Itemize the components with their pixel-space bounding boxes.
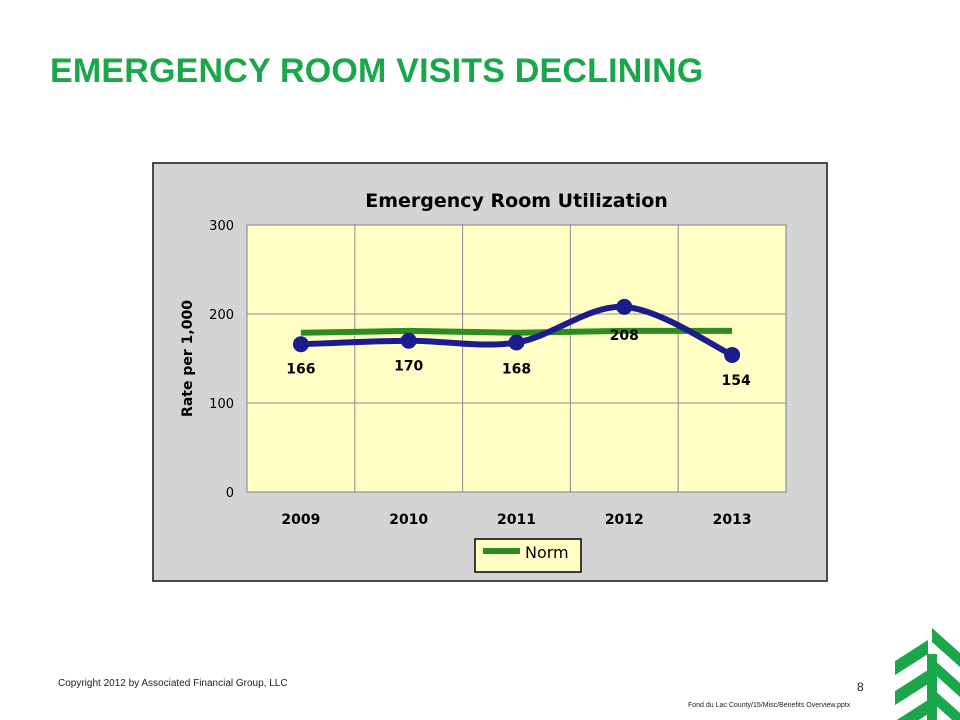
x-tick-label: 2010 bbox=[389, 512, 428, 528]
x-tick-labels: 2009 2010 2011 2012 2013 bbox=[281, 512, 751, 528]
er-utilization-chart: Emergency Room Utilization Rate per 1,00… bbox=[180, 190, 787, 573]
logo-chevron bbox=[932, 688, 960, 720]
y-tick-label: 0 bbox=[226, 486, 234, 501]
logo-chevron bbox=[895, 670, 928, 706]
y-axis-label: Rate per 1,000 bbox=[180, 300, 196, 417]
chart-frame: Emergency Room Utilization Rate per 1,00… bbox=[152, 162, 828, 582]
norm-line bbox=[300, 327, 733, 336]
data-label: 208 bbox=[610, 328, 639, 344]
data-point bbox=[292, 336, 309, 353]
slide-title: EMERGENCY ROOM VISITS DECLINING bbox=[50, 52, 704, 90]
data-point bbox=[508, 334, 525, 351]
copyright-notice: Copyright 2012 by Associated Financial G… bbox=[58, 678, 288, 689]
y-tick-label: 200 bbox=[209, 308, 234, 323]
data-label: 166 bbox=[286, 361, 315, 377]
y-tick-label: 300 bbox=[209, 219, 234, 234]
actual-series: 166 170 168 208 154 bbox=[286, 298, 751, 389]
x-tick-label: 2009 bbox=[281, 512, 320, 528]
logo-chevron bbox=[932, 658, 960, 697]
legend: Norm bbox=[474, 538, 582, 573]
green-tree-logo-icon bbox=[895, 628, 960, 720]
logo-trunk bbox=[927, 654, 937, 720]
plot-border bbox=[246, 224, 787, 493]
x-tick-label: 2013 bbox=[713, 512, 752, 528]
file-path: Fond du Lac County/15/Misc/Benefits Over… bbox=[688, 702, 851, 709]
plot-area bbox=[247, 225, 786, 492]
legend-box bbox=[474, 538, 582, 573]
x-tick-label: 2011 bbox=[497, 512, 536, 528]
y-tick-label: 100 bbox=[209, 397, 234, 412]
logo-chevron bbox=[896, 700, 928, 720]
logo-chevron bbox=[895, 640, 928, 676]
data-label: 168 bbox=[502, 361, 531, 377]
data-point bbox=[400, 332, 417, 349]
norm-series bbox=[300, 327, 733, 336]
y-tick-labels: 0 100 200 300 bbox=[209, 219, 234, 501]
x-tick-label: 2012 bbox=[605, 512, 644, 528]
logo-chevron bbox=[932, 628, 960, 667]
chart-title: Emergency Room Utilization bbox=[365, 190, 668, 212]
page-number: 8 bbox=[857, 680, 864, 694]
data-label: 170 bbox=[394, 359, 423, 375]
legend-label-norm: Norm bbox=[525, 543, 569, 562]
data-label: 154 bbox=[721, 373, 750, 389]
data-point bbox=[724, 346, 741, 363]
data-point bbox=[616, 298, 633, 315]
